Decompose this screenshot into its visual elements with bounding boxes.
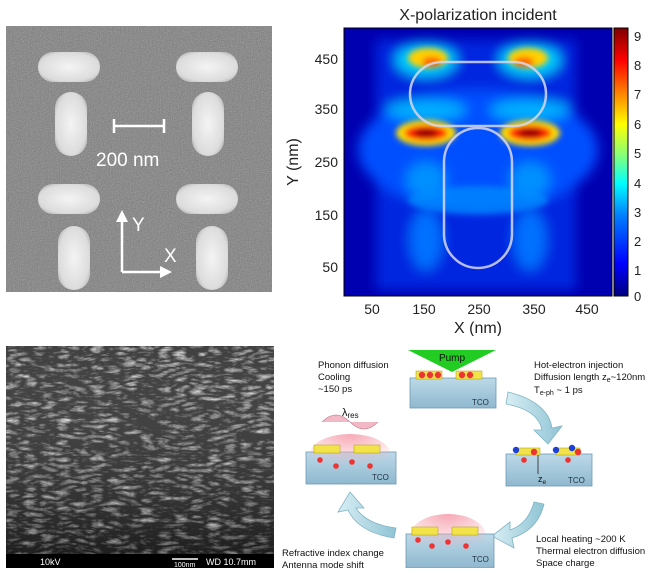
colorbar-tick-label: 3	[634, 205, 641, 220]
hot-electron-line2: Diffusion length ze~120nm	[534, 372, 645, 384]
y-tick-label: 450	[315, 51, 339, 67]
cycle-diagram: Pump TCO Hot-electron injection Diffusio…	[282, 350, 645, 571]
antenna-pill	[38, 184, 100, 214]
cycle-arrow-up-left	[337, 491, 397, 539]
y-tick-label: 250	[315, 154, 339, 170]
pump-label: Pump	[439, 353, 466, 364]
x-axis-label: X (nm)	[454, 320, 502, 336]
x-tick-label: 250	[467, 301, 491, 317]
antenna-pill	[176, 184, 238, 214]
colorbar-tick-label: 2	[634, 234, 641, 249]
antenna-pill	[176, 52, 238, 82]
y-ticks: 450 350 250 150 50	[315, 51, 339, 275]
y-tick-label: 150	[315, 207, 339, 223]
scale-bar	[112, 119, 166, 133]
tco-label: TCO	[472, 398, 489, 407]
y-tick-label: 50	[322, 259, 338, 275]
axis-label-x: X	[164, 246, 177, 267]
field-map-panel: X-polarization incident	[276, 0, 656, 337]
lambda-res-label: λres	[342, 407, 359, 420]
field-intensity-map	[344, 28, 612, 296]
scale-label: 200 nm	[96, 150, 159, 171]
colorbar-tick-label: 6	[634, 117, 641, 132]
substrate-bottom: TCO	[405, 514, 495, 569]
tco-label: TCO	[568, 476, 585, 485]
colorbar-ticks: 9 8 7 6 5 4 3 2 1 0	[634, 29, 641, 304]
substrate-right: ze TCO	[505, 444, 593, 487]
x-ticks: 50 150 250 350 450	[364, 301, 599, 317]
map-title: X-polarization incident	[399, 7, 557, 24]
local-heating-line3: Space charge	[536, 558, 595, 568]
antenna-pill	[192, 92, 224, 156]
xy-axis-arrows	[120, 216, 166, 274]
tco-label: TCO	[472, 555, 489, 564]
cycle-arrow-down-left	[491, 501, 545, 549]
sem-info-bar	[6, 554, 274, 568]
sem-nanorod-panel: 10kV 100nm WD 10.7mm	[6, 346, 274, 569]
antenna-pill	[38, 52, 100, 82]
sem-nanoantenna-image: 200 nm Y X	[6, 26, 272, 292]
cycle-diagram-panel: Pump TCO Hot-electron injection Diffusio…	[276, 342, 656, 571]
sem-scale: 100nm	[174, 562, 196, 568]
colorbar-tick-label: 0	[634, 289, 641, 304]
cycle-arrow-right-down	[505, 391, 563, 445]
antenna-pill	[55, 92, 87, 156]
local-heating-line1: Local heating ~200 K	[536, 534, 626, 545]
x-tick-label: 150	[412, 301, 436, 317]
ze-label: ze	[538, 474, 547, 486]
antenna-pill	[58, 226, 90, 290]
colorbar-tick-label: 4	[634, 176, 641, 191]
refractive-line1: Refractive index change	[282, 548, 384, 559]
sem-nanoantenna-panel: 200 nm Y X	[6, 26, 272, 292]
x-tick-label: 50	[364, 301, 380, 317]
x-tick-label: 350	[522, 301, 546, 317]
axis-label-y: Y	[132, 215, 145, 236]
x-tick-label: 450	[575, 301, 599, 317]
colorbar-tick-label: 1	[634, 263, 641, 278]
colorbar-tick-label: 8	[634, 58, 641, 73]
sem-voltage: 10kV	[40, 557, 61, 567]
sem-nanorod-image: 10kV 100nm WD 10.7mm	[6, 346, 274, 569]
sem-working-distance: WD 10.7mm	[206, 557, 256, 567]
antenna-pill	[196, 226, 228, 290]
colorbar	[613, 27, 629, 297]
tco-label: TCO	[372, 473, 389, 482]
local-heating-line2: Thermal electron diffusion	[536, 546, 645, 557]
antenna-outline	[408, 60, 548, 270]
y-tick-label: 350	[315, 101, 339, 117]
hot-electron-line3: Te-ph ~ 1 ps	[534, 385, 583, 397]
phonon-line3: ~150 ps	[318, 384, 352, 395]
substrate-top: TCO	[409, 370, 497, 409]
refractive-line2: Antenna mode shift	[282, 560, 364, 568]
colorbar-tick-label: 9	[634, 29, 641, 44]
colorbar-tick-label: 7	[634, 87, 641, 102]
y-axis-label: Y (nm)	[285, 138, 302, 186]
pump-beam-icon	[408, 350, 496, 372]
colorbar-tick-label: 5	[634, 146, 641, 161]
hot-electron-line1: Hot-electron injection	[534, 360, 623, 371]
phonon-line2: Cooling	[318, 372, 350, 383]
substrate-left: λres TCO	[305, 407, 397, 485]
phonon-line1: Phonon diffusion	[318, 360, 389, 371]
field-map-figure: X-polarization incident	[285, 7, 641, 337]
